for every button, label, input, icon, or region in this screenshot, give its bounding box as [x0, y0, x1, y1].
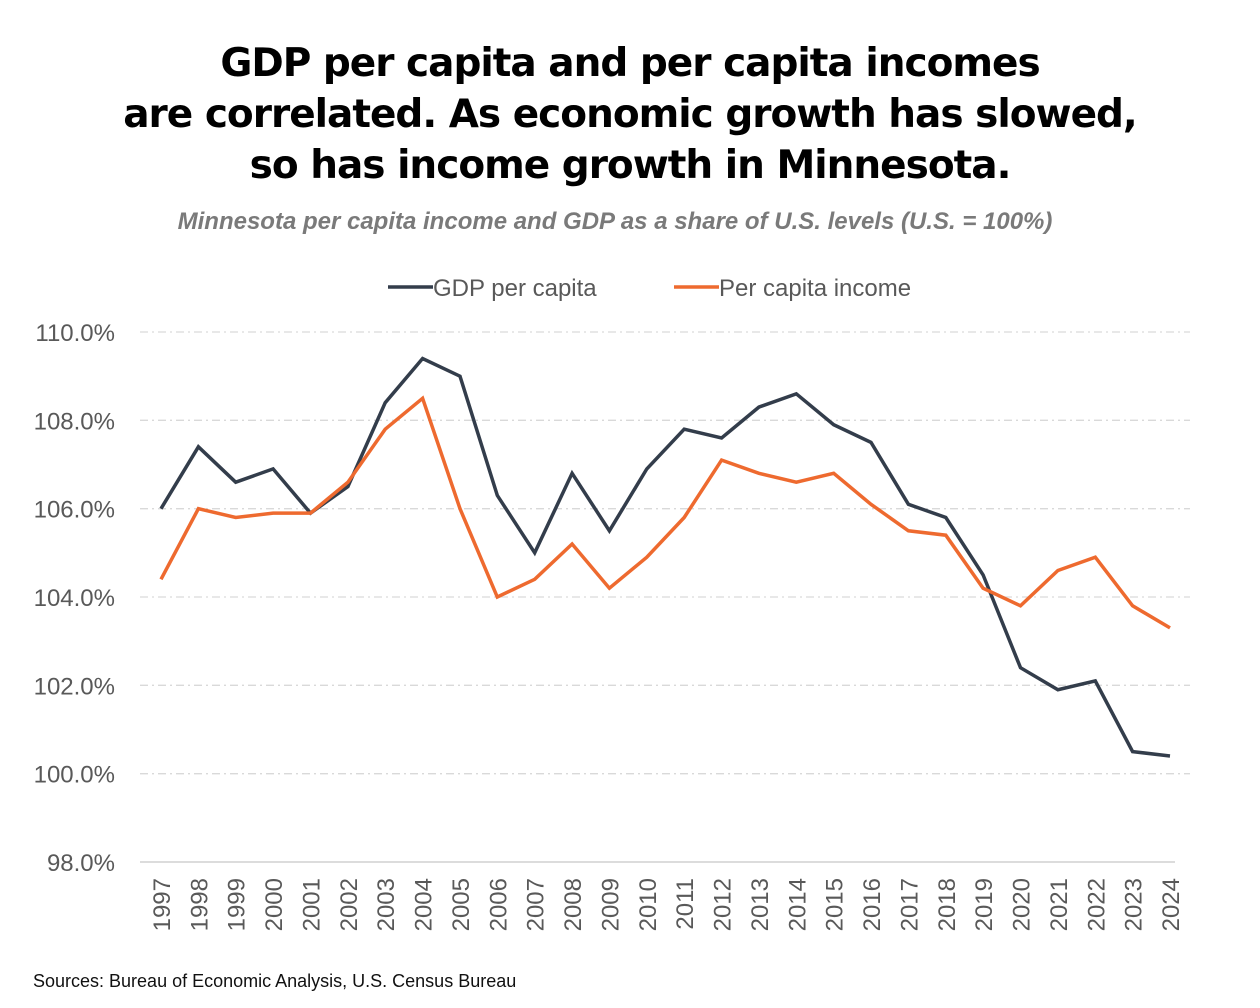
y-tick-label: 110.0% [35, 320, 115, 347]
x-tick-label: 2006 [485, 878, 512, 931]
x-tick-label: 2012 [710, 878, 737, 931]
title-line: so has income growth in Minnesota. [249, 143, 1012, 188]
x-tick-label: 2013 [747, 878, 774, 931]
x-tick-label: 1998 [186, 878, 213, 931]
x-tick-label: 2024 [1158, 878, 1185, 931]
x-tick-label: 2010 [635, 878, 662, 931]
x-tick-label: 2020 [1009, 878, 1036, 931]
x-tick-label: 2019 [971, 878, 998, 931]
series-line-gdp-per-capita [159, 356, 1171, 758]
x-tick-label: 1997 [149, 878, 176, 931]
y-tick-label: 98.0% [47, 850, 115, 877]
y-tick-label: 102.0% [34, 673, 115, 700]
x-tick-label: 2023 [1121, 878, 1148, 931]
x-tick-label: 2018 [934, 878, 961, 931]
y-tick-label: 104.0% [34, 585, 115, 612]
x-tick-label: 1999 [224, 878, 251, 931]
x-tick-label: 2003 [373, 878, 400, 931]
x-tick-label: 2022 [1083, 878, 1110, 931]
x-tick-label: 2015 [822, 878, 849, 931]
x-tick-label: 2005 [448, 878, 475, 931]
x-tick-label: 2004 [411, 878, 438, 931]
title-line: are correlated. As economic growth has s… [123, 92, 1138, 137]
x-tick-label: 2016 [859, 878, 886, 931]
chart-subtitle: Minnesota per capita income and GDP as a… [177, 208, 1053, 235]
x-tick-label: 2017 [896, 878, 923, 931]
x-tick-label: 2014 [784, 878, 811, 931]
x-tick-label: 2007 [523, 878, 550, 931]
x-tick-label: 2002 [336, 878, 363, 931]
x-tick-label: 2009 [597, 878, 624, 931]
x-tick-label: 2000 [261, 878, 288, 931]
chart-title: GDP per capita and per capita incomes ar… [0, 38, 1260, 191]
legend-label: Per capita income [719, 275, 911, 302]
sources-note: Sources: Bureau of Economic Analysis, U.… [33, 971, 517, 991]
y-tick-label: 108.0% [34, 408, 115, 435]
title-line: GDP per capita and per capita incomes [220, 41, 1040, 86]
x-tick-label: 2011 [672, 878, 699, 930]
y-tick-label: 100.0% [34, 762, 115, 789]
x-tick-label: 2001 [298, 878, 325, 931]
x-tick-label: 2008 [560, 878, 587, 931]
series-line-per-capita-income [159, 395, 1171, 630]
legend-label: GDP per capita [433, 275, 597, 302]
x-tick-label: 2021 [1046, 878, 1073, 931]
y-tick-label: 106.0% [34, 497, 115, 524]
